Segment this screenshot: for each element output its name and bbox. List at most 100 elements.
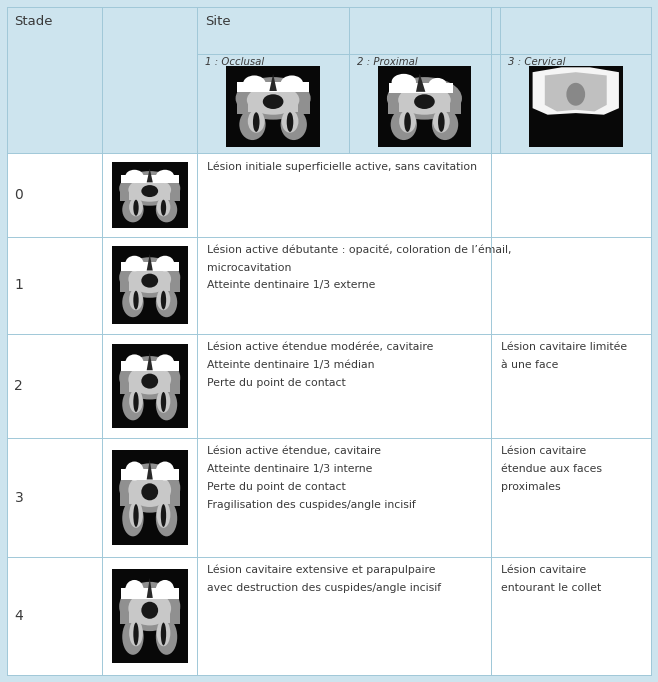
Ellipse shape bbox=[125, 462, 143, 480]
Text: microcavitation: microcavitation bbox=[207, 263, 291, 273]
Bar bbox=[399, 100, 450, 113]
Text: 0: 0 bbox=[14, 188, 23, 202]
Bar bbox=[129, 190, 170, 200]
Ellipse shape bbox=[129, 288, 143, 310]
Ellipse shape bbox=[280, 109, 307, 140]
Bar bbox=[120, 278, 180, 293]
Ellipse shape bbox=[119, 356, 180, 400]
Polygon shape bbox=[532, 68, 619, 115]
Text: Fragilisation des cuspides/angle incisif: Fragilisation des cuspides/angle incisif bbox=[207, 500, 416, 509]
Ellipse shape bbox=[122, 501, 143, 536]
Bar bbox=[226, 65, 320, 147]
Text: Lésion active débutante : opacité, coloration de l’émail,: Lésion active débutante : opacité, color… bbox=[207, 245, 512, 255]
Ellipse shape bbox=[243, 76, 266, 92]
Ellipse shape bbox=[404, 113, 411, 132]
Bar bbox=[112, 344, 188, 428]
Text: Perte du point de contact: Perte du point de contact bbox=[207, 378, 346, 387]
Bar bbox=[489, 7, 493, 153]
Bar bbox=[7, 153, 651, 237]
Text: Lésion cavitaire extensive et parapulpaire: Lésion cavitaire extensive et parapulpai… bbox=[207, 565, 436, 576]
Ellipse shape bbox=[129, 501, 143, 528]
Bar bbox=[238, 82, 309, 92]
Ellipse shape bbox=[157, 198, 170, 216]
Ellipse shape bbox=[161, 291, 166, 310]
Ellipse shape bbox=[122, 197, 143, 222]
Polygon shape bbox=[147, 460, 153, 479]
Bar bbox=[129, 379, 170, 392]
Bar bbox=[112, 246, 188, 324]
Text: à une face: à une face bbox=[501, 360, 558, 370]
Ellipse shape bbox=[428, 78, 447, 93]
Ellipse shape bbox=[119, 582, 180, 631]
Bar bbox=[7, 334, 651, 439]
Text: Perte du point de contact: Perte du point de contact bbox=[207, 482, 346, 492]
Polygon shape bbox=[269, 74, 277, 91]
Bar bbox=[120, 262, 179, 271]
Ellipse shape bbox=[134, 504, 139, 527]
Ellipse shape bbox=[161, 504, 166, 527]
Ellipse shape bbox=[134, 623, 139, 645]
Bar bbox=[120, 488, 180, 506]
Text: Lésion cavitaire: Lésion cavitaire bbox=[501, 565, 586, 575]
Polygon shape bbox=[147, 254, 153, 271]
Ellipse shape bbox=[156, 580, 174, 599]
Text: 1: 1 bbox=[14, 278, 23, 293]
Text: Atteinte dentinaire 1/3 interne: Atteinte dentinaire 1/3 interne bbox=[207, 464, 372, 474]
Ellipse shape bbox=[567, 83, 585, 106]
Ellipse shape bbox=[125, 170, 143, 183]
Ellipse shape bbox=[398, 85, 451, 115]
Text: étendue aux faces: étendue aux faces bbox=[501, 464, 601, 474]
Ellipse shape bbox=[438, 113, 445, 132]
Text: Atteinte dentinaire 1/3 externe: Atteinte dentinaire 1/3 externe bbox=[207, 280, 376, 291]
Ellipse shape bbox=[161, 392, 166, 412]
Ellipse shape bbox=[128, 364, 171, 394]
Text: 4: 4 bbox=[14, 609, 23, 623]
Ellipse shape bbox=[125, 355, 143, 371]
Ellipse shape bbox=[157, 288, 170, 310]
Ellipse shape bbox=[161, 200, 166, 216]
Ellipse shape bbox=[399, 110, 416, 133]
Ellipse shape bbox=[141, 484, 158, 501]
Text: Stade: Stade bbox=[14, 15, 53, 28]
Ellipse shape bbox=[122, 288, 143, 317]
Text: 3 : Cervical: 3 : Cervical bbox=[508, 57, 565, 67]
Ellipse shape bbox=[433, 110, 450, 133]
Ellipse shape bbox=[236, 77, 311, 119]
Bar bbox=[7, 237, 651, 334]
Ellipse shape bbox=[134, 200, 139, 216]
Ellipse shape bbox=[392, 74, 416, 90]
Polygon shape bbox=[545, 72, 607, 111]
Ellipse shape bbox=[287, 113, 293, 132]
Ellipse shape bbox=[141, 273, 158, 288]
Ellipse shape bbox=[134, 392, 139, 412]
Bar bbox=[112, 569, 188, 664]
Bar bbox=[120, 606, 180, 625]
Ellipse shape bbox=[128, 178, 171, 202]
Ellipse shape bbox=[432, 109, 458, 140]
Bar bbox=[120, 188, 180, 201]
Ellipse shape bbox=[128, 265, 171, 293]
Bar bbox=[378, 65, 471, 147]
Text: proximales: proximales bbox=[501, 482, 561, 492]
Bar bbox=[120, 175, 179, 183]
Bar bbox=[529, 65, 622, 147]
Ellipse shape bbox=[157, 389, 170, 413]
Ellipse shape bbox=[247, 85, 299, 115]
Ellipse shape bbox=[141, 602, 158, 619]
Ellipse shape bbox=[128, 473, 171, 507]
Text: 2 : Proximal: 2 : Proximal bbox=[357, 57, 417, 67]
Ellipse shape bbox=[282, 110, 299, 133]
Ellipse shape bbox=[134, 291, 139, 310]
Ellipse shape bbox=[387, 77, 462, 119]
Bar bbox=[248, 100, 299, 113]
Ellipse shape bbox=[263, 94, 284, 109]
Ellipse shape bbox=[125, 256, 143, 271]
Text: Site: Site bbox=[205, 15, 231, 28]
Text: 1 : Occlusal: 1 : Occlusal bbox=[205, 57, 265, 67]
Ellipse shape bbox=[156, 288, 177, 317]
Ellipse shape bbox=[156, 389, 177, 420]
Ellipse shape bbox=[119, 463, 180, 513]
Ellipse shape bbox=[128, 591, 171, 625]
Bar bbox=[120, 378, 180, 394]
Bar bbox=[7, 439, 651, 557]
